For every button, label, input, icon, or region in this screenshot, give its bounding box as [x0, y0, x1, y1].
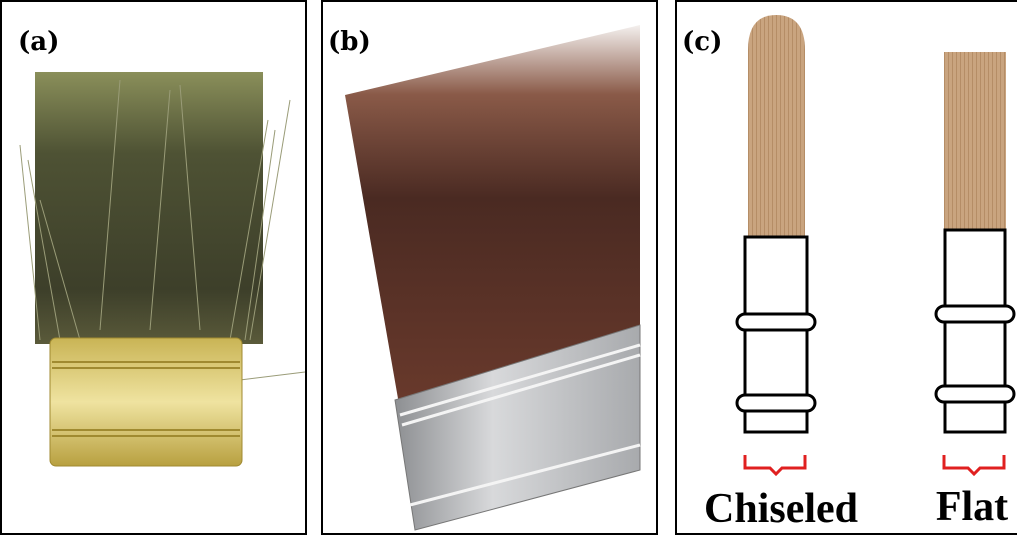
- panel-label: (a): [18, 27, 59, 57]
- panel-a: (a): [1, 1, 306, 534]
- panel-c: (c) Chiseled Flat: [676, 1, 1018, 534]
- caption: Chiseled: [704, 486, 858, 532]
- figure: (a) (b) (c) Chiseled Flat: [0, 0, 1020, 535]
- page: (a) (b) (c) Chiseled Flat (() => { const…: [0, 0, 1020, 535]
- panel-label: (c): [682, 27, 722, 57]
- panel-label: (b): [328, 27, 371, 57]
- caption: Flat: [936, 484, 1008, 530]
- panel-b: (b): [322, 1, 657, 534]
